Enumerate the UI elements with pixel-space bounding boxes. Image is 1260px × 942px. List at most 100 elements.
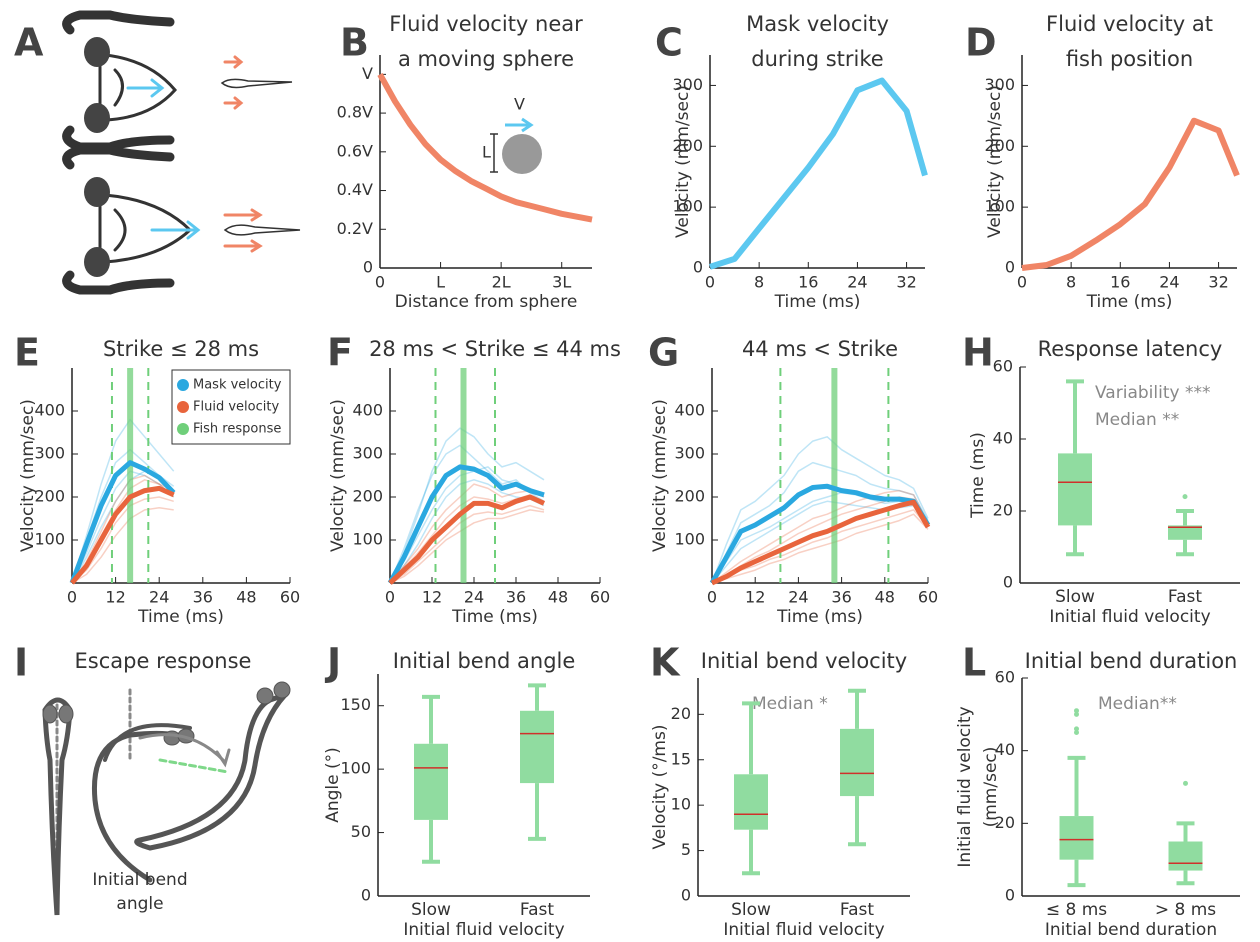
- x-tick-label: 32: [896, 273, 916, 292]
- flier: [1074, 711, 1079, 717]
- annotation: Initial bend: [92, 870, 187, 890]
- x-tick-label: 12: [422, 588, 442, 607]
- x-tick-label: 24: [788, 588, 808, 607]
- y-tick-label: 300: [984, 75, 1015, 94]
- category-label: Fast: [840, 900, 874, 920]
- box: [1168, 841, 1203, 871]
- x-tick-label: 16: [1110, 273, 1130, 292]
- y-tick-label: 100: [340, 759, 371, 778]
- y-axis-label: Angle (°): [323, 747, 343, 823]
- trace: [711, 491, 929, 584]
- category-label: Slow: [731, 900, 771, 920]
- y-axis-label: Velocity (mm/sec): [18, 399, 38, 552]
- x-tick-label: 48: [875, 588, 895, 607]
- flier: [1183, 780, 1188, 786]
- x-tick-label: 36: [831, 588, 851, 607]
- trace: [711, 500, 929, 584]
- y-tick-label: 40: [995, 740, 1015, 759]
- annotation: V: [514, 95, 525, 114]
- panel-title: Escape response: [75, 649, 252, 673]
- x-axis-label: Time (ms): [1086, 292, 1173, 312]
- category-label: > 8 ms: [1155, 900, 1216, 920]
- mean-line: [70, 485, 175, 585]
- legend-swatch: [177, 401, 189, 413]
- legend-box: [171, 369, 291, 445]
- panel-letter: D: [965, 21, 997, 65]
- panel-title: 28 ms < Strike ≤ 44 ms: [369, 337, 621, 361]
- x-tick-label: 36: [506, 588, 526, 607]
- y-tick-label: 100: [34, 530, 65, 549]
- trace: [389, 444, 545, 584]
- y-axis-label: (mm/sec): [981, 747, 1001, 828]
- line: [1021, 117, 1240, 271]
- trace: [389, 483, 545, 584]
- trace: [389, 509, 545, 584]
- category-label: Fast: [520, 900, 554, 920]
- x-tick-label: 0: [385, 588, 395, 607]
- trace: [71, 470, 175, 584]
- y-tick-label: 0: [1005, 886, 1015, 905]
- category-label: Fast: [1168, 587, 1202, 607]
- y-tick-label: 0.8V: [337, 103, 373, 122]
- y-tick-label: 10: [671, 795, 691, 814]
- box: [1168, 525, 1202, 540]
- y-tick-label: 300: [672, 75, 703, 94]
- x-tick-label: 0: [375, 273, 385, 292]
- panel-letter: C: [655, 21, 683, 65]
- y-tick-label: 0: [361, 886, 371, 905]
- x-tick-label: 24: [847, 273, 867, 292]
- y-tick-label: 0: [363, 258, 373, 277]
- x-tick-label: 16: [798, 273, 818, 292]
- x-axis-label: Initial fluid velocity: [403, 920, 564, 940]
- flier: [1074, 726, 1079, 732]
- x-tick-label: 12: [745, 588, 765, 607]
- x-tick-label: 24: [149, 588, 169, 607]
- y-tick-label: 300: [352, 444, 383, 463]
- x-tick-label: 0: [67, 588, 77, 607]
- x-tick-label: 0: [707, 588, 717, 607]
- y-tick-label: 100: [672, 197, 703, 216]
- panel-i-diagram: [42, 681, 294, 916]
- y-axis-label: Velocity (mm/sec): [673, 85, 693, 238]
- x-axis-label: Time (ms): [451, 607, 538, 627]
- y-tick-label: 100: [674, 530, 705, 549]
- panel-letter: L: [962, 641, 986, 685]
- box: [520, 710, 554, 784]
- y-tick-label: 0.4V: [337, 180, 373, 199]
- legend-label: Mask velocity: [193, 378, 282, 393]
- x-tick-label: L: [436, 273, 445, 292]
- y-axis-label: Velocity (mm/sec): [985, 85, 1005, 238]
- x-tick-label: 3L: [552, 273, 571, 292]
- panel-letter: F: [327, 331, 353, 375]
- panel-title: a moving sphere: [398, 47, 574, 71]
- y-tick-label: 20: [995, 813, 1015, 832]
- y-tick-label: 200: [352, 487, 383, 506]
- mean-line: [388, 494, 546, 585]
- y-tick-label: 5: [681, 840, 691, 859]
- y-tick-label: 200: [34, 487, 65, 506]
- y-tick-label: 100: [352, 530, 383, 549]
- annotation: Variability ***: [1095, 383, 1210, 403]
- y-tick-label: 150: [340, 695, 371, 714]
- y-tick-label: 20: [993, 501, 1013, 520]
- trace: [389, 479, 545, 584]
- y-axis-label: Velocity (°/ms): [650, 724, 670, 849]
- panel-letter: B: [340, 21, 369, 65]
- box: [840, 728, 874, 797]
- annotation: L: [482, 143, 491, 162]
- trace: [711, 513, 929, 584]
- panel-letter: K: [650, 641, 681, 685]
- y-tick-label: 15: [671, 749, 691, 768]
- y-tick-label: 20: [671, 704, 691, 723]
- x-axis-label: Time (ms): [776, 607, 863, 627]
- annotation: angle: [116, 894, 163, 914]
- annotation: Median **: [1095, 410, 1179, 430]
- y-tick-label: 400: [34, 401, 65, 420]
- category-label: Slow: [411, 900, 451, 920]
- annotation: Median *: [752, 694, 828, 714]
- box: [734, 774, 768, 830]
- panel-a-diagram: [62, 10, 301, 295]
- y-tick-label: 300: [674, 444, 705, 463]
- x-axis-label: Initial bend duration: [1045, 920, 1217, 940]
- x-tick-label: 0: [1017, 273, 1027, 292]
